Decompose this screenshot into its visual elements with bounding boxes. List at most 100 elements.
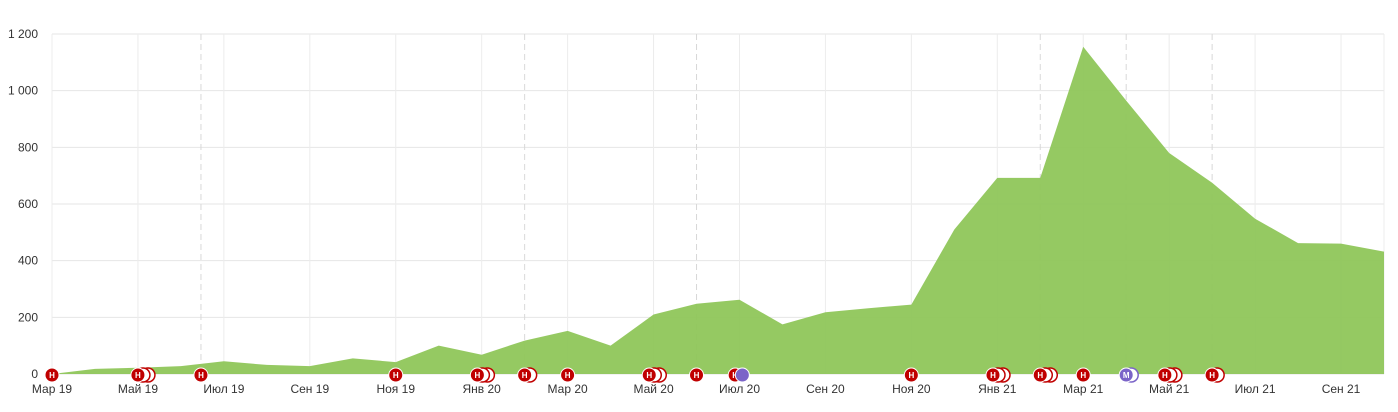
x-tick-label: Июл 19	[203, 382, 244, 396]
event-marker[interactable]: Н	[1032, 367, 1059, 383]
event-marker[interactable]: Н	[388, 367, 404, 383]
event-marker-circle	[44, 367, 60, 383]
event-marker-circle	[734, 367, 750, 383]
event-markers[interactable]: ННННННННННННННМНН	[44, 367, 1225, 383]
event-marker[interactable]: Н	[193, 367, 209, 383]
event-marker[interactable]: Н	[1204, 367, 1225, 383]
x-tick-label: Сен 21	[1322, 382, 1361, 396]
event-marker-circle	[1118, 367, 1134, 383]
x-tick-label: Мар 21	[1063, 382, 1103, 396]
y-tick-label: 0	[31, 367, 38, 381]
event-marker-label: Н	[1162, 371, 1168, 380]
event-marker-label: М	[1123, 371, 1130, 380]
data-point	[696, 303, 697, 304]
event-marker[interactable]: Н	[985, 367, 1011, 383]
event-marker-label: Н	[522, 371, 528, 380]
event-marker-label: Н	[135, 371, 141, 380]
data-point	[481, 354, 482, 355]
data-point	[1040, 177, 1041, 178]
data-point	[94, 368, 95, 369]
event-marker-label: Н	[908, 371, 914, 380]
event-marker-circle	[1157, 367, 1173, 383]
event-marker-circle	[689, 367, 705, 383]
event-marker-circle	[1032, 367, 1048, 383]
event-marker-label: Н	[694, 371, 700, 380]
event-marker[interactable]	[734, 367, 750, 383]
data-point	[954, 229, 955, 230]
x-tick-label: Янв 20	[462, 382, 501, 396]
event-marker[interactable]: Н	[689, 367, 705, 383]
event-marker-circle	[130, 367, 146, 383]
data-point	[180, 366, 181, 367]
data-point	[266, 364, 267, 365]
y-tick-label: 600	[18, 197, 38, 211]
x-tick-label: Май 21	[1149, 382, 1190, 396]
data-point	[825, 312, 826, 313]
event-marker[interactable]: Н	[130, 367, 156, 383]
event-marker[interactable]: М	[1118, 367, 1139, 383]
data-point	[1255, 218, 1256, 219]
event-marker-circle	[388, 367, 404, 383]
data-point	[1341, 243, 1342, 244]
x-tick-label: Май 20	[633, 382, 674, 396]
x-tick-label: Мар 19	[32, 382, 72, 396]
data-point	[911, 304, 912, 305]
y-tick-label: 200	[18, 310, 38, 324]
event-marker-circle	[517, 367, 533, 383]
data-point	[1384, 251, 1385, 252]
event-marker-label: Н	[474, 371, 480, 380]
event-marker-circle	[560, 367, 576, 383]
event-marker[interactable]: Н	[1075, 367, 1091, 383]
y-tick-label: 800	[18, 140, 38, 154]
event-marker-circle	[1075, 367, 1091, 383]
event-marker[interactable]: Н	[560, 367, 576, 383]
data-point	[223, 361, 224, 362]
event-marker-circle	[903, 367, 919, 383]
event-marker-circle	[641, 367, 657, 383]
data-point	[567, 330, 568, 331]
x-tick-label: Янв 21	[978, 382, 1017, 396]
event-marker-label: Н	[990, 371, 996, 380]
x-tick-label: Ноя 19	[376, 382, 415, 396]
event-marker[interactable]: Н	[641, 367, 668, 383]
event-marker-label: Н	[393, 371, 399, 380]
event-marker-label: Н	[49, 371, 55, 380]
event-marker[interactable]: Н	[44, 367, 60, 383]
event-marker-circle	[985, 367, 1001, 383]
data-point	[1169, 153, 1170, 154]
event-marker-label: Н	[565, 371, 571, 380]
event-marker-label: Н	[1209, 371, 1215, 380]
event-marker-circle	[469, 367, 485, 383]
x-tick-label: Сен 19	[290, 382, 329, 396]
x-tick-label: Сен 20	[806, 382, 845, 396]
x-tick-label: Ноя 20	[892, 382, 931, 396]
event-marker-circle	[193, 367, 209, 383]
y-tick-label: 400	[18, 254, 38, 268]
y-tick-label: 1 000	[8, 84, 38, 98]
data-point	[1298, 243, 1299, 244]
event-marker[interactable]: Н	[517, 367, 538, 383]
x-tick-label: Июл 21	[1235, 382, 1276, 396]
y-tick-label: 1 200	[8, 27, 38, 41]
x-axis: Мар 19 Май 19 Июл 19 Сен 19 Ноя 19 Янв 20 Мар …	[32, 382, 1361, 396]
event-marker[interactable]: Н	[469, 367, 496, 383]
data-point	[868, 308, 869, 309]
x-tick-label: Май 19	[118, 382, 159, 396]
data-point	[782, 324, 783, 325]
event-marker-label: Н	[646, 371, 652, 380]
data-point	[653, 314, 654, 315]
area-fill	[52, 46, 1384, 374]
data-point	[309, 366, 310, 367]
event-marker[interactable]: Н	[903, 367, 919, 383]
x-tick-label: Мар 20	[548, 382, 588, 396]
data-point	[352, 358, 353, 359]
event-marker-circle	[1204, 367, 1220, 383]
x-tick-label: Июл 20	[719, 382, 760, 396]
data-point	[739, 299, 740, 300]
data-point	[1083, 46, 1084, 47]
event-marker[interactable]: Н	[1157, 367, 1183, 383]
data-point	[1212, 182, 1213, 183]
series-area	[52, 46, 1385, 374]
event-marker-label: Н	[198, 371, 204, 380]
